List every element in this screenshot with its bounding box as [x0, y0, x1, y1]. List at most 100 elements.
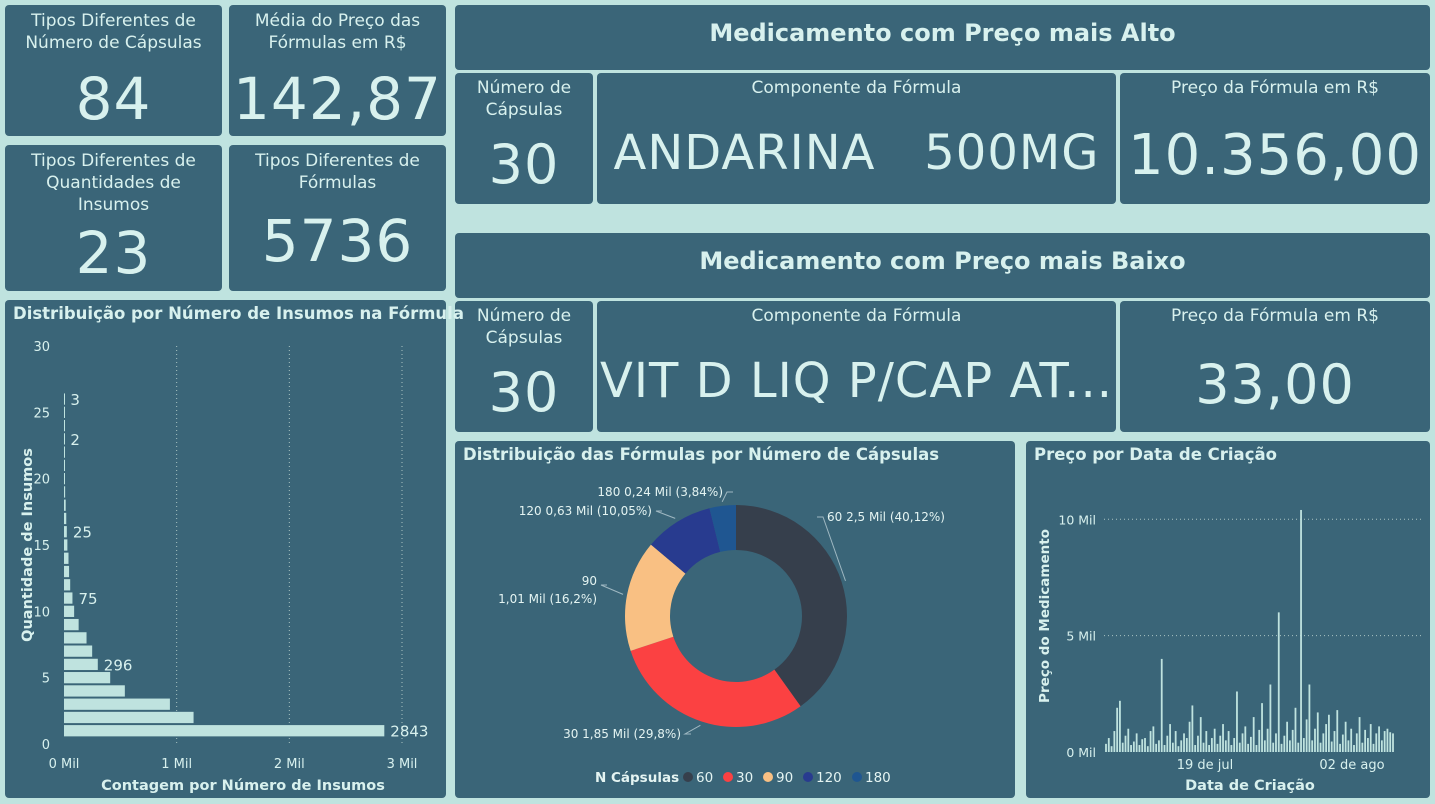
legend-marker[interactable] [723, 772, 733, 782]
bar[interactable] [64, 526, 67, 538]
bar[interactable] [64, 419, 65, 432]
date-bar[interactable] [1130, 745, 1132, 752]
bar[interactable] [64, 499, 66, 511]
date-bar[interactable] [1202, 742, 1205, 752]
bar[interactable] [64, 658, 98, 671]
date-bar[interactable] [1277, 612, 1280, 752]
date-bar[interactable] [1222, 724, 1224, 752]
date-bar[interactable] [1188, 721, 1191, 752]
date-bar[interactable] [1174, 731, 1177, 752]
date-bar[interactable] [1367, 738, 1369, 752]
date-bar[interactable] [1297, 742, 1300, 752]
date-bar[interactable] [1330, 741, 1333, 752]
date-bar[interactable] [1197, 735, 1199, 752]
bar[interactable] [64, 592, 73, 604]
date-bar[interactable] [1272, 742, 1275, 752]
legend-label[interactable]: 30 [736, 770, 753, 786]
donut-slice[interactable] [625, 544, 686, 651]
date-bar[interactable] [1322, 733, 1325, 752]
date-bar[interactable] [1325, 724, 1328, 752]
donut-slice[interactable] [709, 505, 736, 552]
date-bar[interactable] [1383, 731, 1386, 752]
date-bar[interactable] [1347, 740, 1350, 752]
legend-marker[interactable] [683, 772, 693, 782]
bar[interactable] [64, 618, 79, 631]
date-bar[interactable] [1105, 743, 1107, 752]
bar[interactable] [64, 605, 75, 617]
bar[interactable] [64, 446, 65, 458]
date-bar[interactable] [1230, 745, 1233, 752]
date-bar[interactable] [1166, 735, 1169, 752]
legend-label[interactable]: 180 [865, 770, 891, 786]
legend-label[interactable]: 90 [776, 770, 793, 786]
date-bar[interactable] [1261, 703, 1263, 752]
date-bar[interactable] [1386, 728, 1389, 752]
date-bar[interactable] [1158, 740, 1160, 752]
date-bar[interactable] [1249, 736, 1252, 752]
date-bar[interactable] [1263, 740, 1266, 752]
bar[interactable] [64, 459, 65, 472]
legend-label[interactable]: 120 [816, 770, 842, 786]
date-bar[interactable] [1333, 731, 1336, 752]
date-bar[interactable] [1160, 658, 1163, 752]
date-bar[interactable] [1180, 740, 1183, 752]
date-bar[interactable] [1227, 731, 1230, 752]
bar[interactable] [64, 539, 68, 551]
date-bar[interactable] [1302, 738, 1305, 752]
date-bar[interactable] [1119, 700, 1121, 752]
date-bar[interactable] [1350, 728, 1353, 752]
date-bar[interactable] [1152, 726, 1155, 752]
date-bar[interactable] [1236, 691, 1238, 752]
date-bar[interactable] [1163, 745, 1166, 752]
date-bar[interactable] [1291, 729, 1294, 752]
date-bar[interactable] [1344, 721, 1347, 752]
bar[interactable] [64, 685, 125, 697]
date-bar[interactable] [1361, 742, 1364, 752]
date-bar[interactable] [1252, 717, 1255, 752]
date-bar[interactable] [1213, 728, 1216, 752]
date-bar[interactable] [1339, 743, 1341, 752]
bar[interactable] [64, 698, 170, 710]
date-bar[interactable] [1216, 743, 1219, 752]
date-bar[interactable] [1110, 746, 1113, 752]
date-bar[interactable] [1275, 733, 1277, 752]
date-bar[interactable] [1238, 742, 1241, 752]
legend-label[interactable]: 60 [696, 770, 713, 786]
bar[interactable] [64, 672, 111, 684]
date-bar[interactable] [1294, 707, 1297, 752]
date-bar[interactable] [1107, 738, 1110, 752]
date-bar[interactable] [1372, 743, 1375, 752]
legend-marker[interactable] [852, 772, 862, 782]
date-bar[interactable] [1171, 742, 1174, 752]
bar[interactable] [64, 579, 71, 591]
donut-slice[interactable] [736, 505, 847, 707]
date-bar[interactable] [1132, 741, 1135, 752]
date-bar[interactable] [1135, 733, 1138, 752]
bar[interactable] [64, 565, 70, 578]
date-bar[interactable] [1185, 738, 1188, 752]
date-bar[interactable] [1328, 714, 1330, 752]
date-bar[interactable] [1113, 731, 1116, 752]
date-bar[interactable] [1364, 729, 1367, 752]
date-bar[interactable] [1319, 742, 1322, 752]
bar[interactable] [64, 433, 65, 445]
date-bar[interactable] [1375, 733, 1378, 752]
date-bar[interactable] [1269, 684, 1272, 752]
date-bar[interactable] [1199, 717, 1202, 752]
date-bar[interactable] [1305, 719, 1308, 752]
date-bar[interactable] [1311, 740, 1314, 752]
date-bar[interactable] [1183, 733, 1185, 752]
bar[interactable] [64, 711, 194, 724]
date-bar[interactable] [1266, 728, 1269, 752]
date-bar[interactable] [1308, 684, 1311, 752]
date-bar[interactable] [1341, 734, 1344, 752]
date-bar[interactable] [1169, 724, 1171, 752]
date-bar[interactable] [1300, 509, 1302, 752]
date-bar[interactable] [1144, 738, 1146, 752]
date-bar[interactable] [1127, 728, 1130, 752]
date-bar[interactable] [1219, 735, 1222, 752]
date-bar[interactable] [1208, 745, 1210, 752]
date-bar[interactable] [1149, 731, 1152, 752]
bar[interactable] [64, 632, 87, 644]
date-bar[interactable] [1146, 746, 1149, 752]
